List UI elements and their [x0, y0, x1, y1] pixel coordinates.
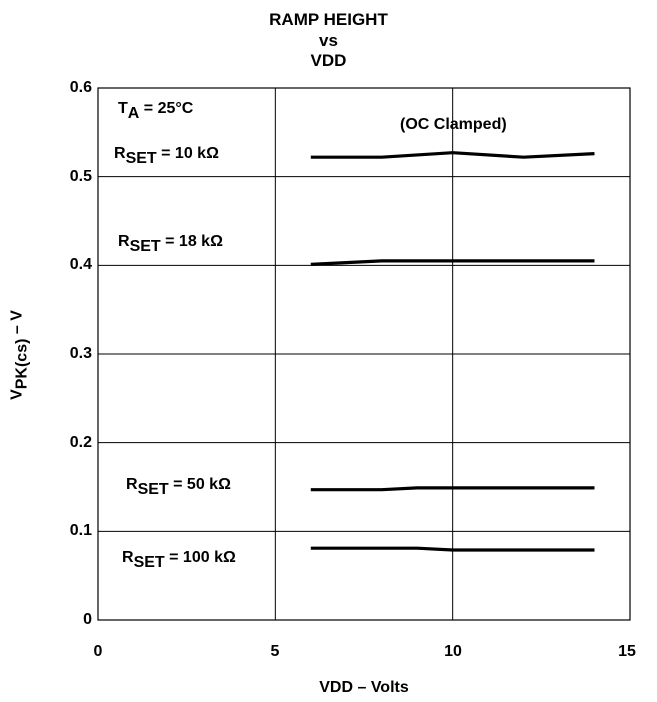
y-tick-label: 0.6: [69, 79, 92, 96]
y-tick-label: 0.5: [69, 168, 92, 185]
title-line-3: VDD: [310, 51, 347, 70]
y-tick-label: 0.4: [69, 256, 92, 273]
temperature-annotation: TA = 25°C: [118, 100, 194, 122]
series-line-0: [310, 151, 595, 159]
series-label-50k: RSET = 50 kΩ: [126, 476, 231, 498]
x-tick-label: 15: [618, 643, 636, 660]
series-label-100k: RSET = 100 kΩ: [122, 549, 236, 571]
series-line-1: [310, 259, 595, 266]
x-tick-label: 5: [270, 643, 280, 660]
series-lines: [310, 151, 595, 552]
x-tick-label: 10: [444, 643, 462, 660]
plot-frame: [97, 87, 631, 621]
y-axis-label: VPK(cs) – V: [8, 310, 31, 400]
series-label-18k: RSET = 18 kΩ: [118, 233, 223, 255]
y-tick-label: 0.2: [69, 434, 92, 451]
y-tick-label: 0.3: [69, 345, 92, 362]
series-line-3: [310, 546, 595, 552]
title-line-2: vs: [319, 31, 338, 50]
oc-clamped-annotation: (OC Clamped): [400, 116, 507, 133]
x-axis-label: VDD – Volts: [319, 679, 409, 696]
title-line-1: RAMP HEIGHT: [269, 10, 388, 29]
series-label-10k: RSET = 10 kΩ: [114, 145, 219, 167]
y-tick-label: 0.1: [69, 522, 92, 539]
series-line-2: [310, 486, 595, 492]
x-tick-label: 0: [93, 643, 103, 660]
y-tick-label: 0: [83, 611, 92, 628]
